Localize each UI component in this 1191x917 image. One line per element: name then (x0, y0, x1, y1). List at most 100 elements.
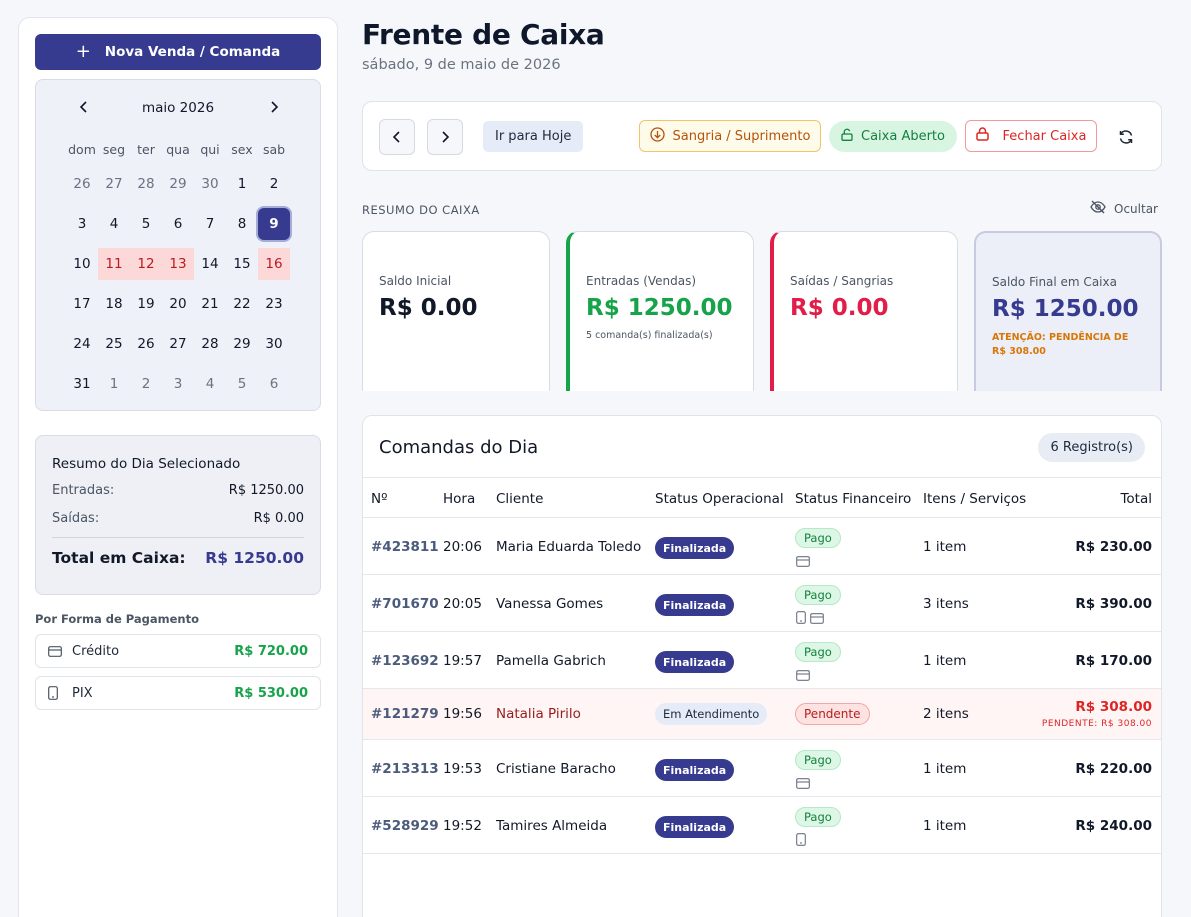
table-row[interactable]: #528929 19:52 Tamires Almeida Finalizada Pag… (363, 797, 1161, 854)
calendar-day[interactable]: 14 (201, 256, 219, 272)
calendar-day[interactable]: 31 (73, 376, 91, 392)
calendar-day[interactable]: 12 (130, 248, 162, 280)
order-time: 20:06 (443, 539, 482, 555)
calendar-day[interactable]: 1 (237, 176, 247, 192)
card-subtitle: 5 comanda(s) finalizada(s) (586, 330, 713, 341)
hide-summary-button[interactable]: Ocultar (1090, 200, 1158, 217)
column-header: Itens / Serviços (923, 491, 1027, 507)
calendar-day[interactable]: 24 (73, 336, 91, 352)
calendar-day[interactable]: 4 (205, 376, 215, 392)
order-number[interactable]: #423811 (371, 539, 439, 555)
card-entries: Entradas (Vendas) R$ 1250.00 5 comanda(s… (566, 231, 754, 391)
calendar-day[interactable]: 22 (233, 296, 251, 312)
calendar-day[interactable]: 10 (73, 256, 91, 272)
table-row[interactable]: #701670 20:05 Vanessa Gomes Finalizada Pago 3… (363, 575, 1161, 632)
page-date: sábado, 9 de maio de 2026 (362, 57, 561, 73)
next-day-button[interactable] (427, 119, 463, 155)
calendar-day-selected[interactable]: 9 (258, 208, 290, 240)
calendar-day[interactable]: 6 (173, 216, 183, 232)
sidebar: + Nova Venda / Comanda maio 2026 dom seg t… (18, 17, 338, 917)
calendar-day[interactable]: 5 (141, 216, 151, 232)
calendar-header: maio 2026 (36, 99, 320, 119)
order-number[interactable]: #213313 (371, 761, 439, 777)
go-to-today-button[interactable]: Ir para Hoje (483, 121, 584, 152)
calendar-day[interactable]: 3 (173, 376, 183, 392)
calendar-day[interactable]: 26 (73, 176, 91, 192)
refresh-button[interactable] (1115, 126, 1137, 148)
eye-off-icon (1090, 200, 1106, 217)
calendar-day[interactable]: 2 (141, 376, 151, 392)
column-header: Hora (443, 491, 476, 507)
order-client: Maria Eduarda Toledo (496, 539, 642, 555)
cash-summary-section-label: RESUMO DO CAIXA (362, 203, 480, 217)
new-sale-button[interactable]: + Nova Venda / Comanda (35, 34, 321, 70)
hide-label: Ocultar (1114, 201, 1158, 216)
table-row[interactable]: #423811 20:06 Maria Eduarda Toledo Finaliza… (363, 518, 1161, 575)
calendar-weekday: qua (166, 142, 190, 157)
table-row[interactable]: #213313 19:53 Cristiane Baracho Finalizada P… (363, 740, 1161, 797)
prev-day-button[interactable] (379, 119, 415, 155)
order-client: Vanessa Gomes (496, 596, 604, 612)
calendar-day[interactable]: 26 (137, 336, 155, 352)
card-value: R$ 1250.00 (586, 295, 733, 321)
sangria-suprimento-button[interactable]: Sangria / Suprimento (639, 120, 821, 152)
order-total: R$ 240.00 (1075, 818, 1152, 834)
order-total: R$ 170.00 (1075, 653, 1152, 669)
order-number[interactable]: #123692 (371, 653, 439, 669)
order-number[interactable]: #701670 (371, 596, 439, 612)
card-exits: Saídas / Sangrias R$ 0.00 (770, 231, 958, 391)
calendar-day[interactable]: 8 (237, 216, 247, 232)
calendar-day[interactable]: 4 (109, 216, 119, 232)
chevron-right-icon (271, 101, 279, 113)
calendar-day[interactable]: 30 (201, 176, 219, 192)
order-total: R$ 308.00 (1075, 699, 1152, 715)
calendar-day[interactable]: 3 (77, 216, 87, 232)
calendar-day[interactable]: 1 (109, 376, 119, 392)
calendar-day[interactable]: 28 (137, 176, 155, 192)
card-label: Saídas / Sangrias (790, 274, 894, 288)
order-items: 1 item (923, 539, 967, 555)
calendar-day[interactable]: 29 (233, 336, 251, 352)
table-row[interactable]: #123692 19:57 Pamella Gabrich Finalizada Pag… (363, 632, 1161, 689)
calendar-day[interactable]: 5 (237, 376, 247, 392)
column-header: Total (1120, 491, 1152, 507)
order-time: 19:57 (443, 653, 482, 669)
calendar-day[interactable]: 29 (169, 176, 187, 192)
close-cashier-button[interactable]: Fechar Caixa (965, 120, 1097, 152)
calendar-day[interactable]: 16 (258, 248, 290, 280)
order-number[interactable]: #121279 (371, 706, 439, 722)
toolbar: Ir para Hoje Sangria / Suprimento Caixa … (362, 101, 1162, 171)
calendar-day[interactable]: 13 (162, 248, 194, 280)
calendar-day[interactable]: 11 (98, 248, 130, 280)
calendar-day[interactable]: 21 (201, 296, 219, 312)
order-number[interactable]: #528929 (371, 818, 439, 834)
divider (52, 537, 304, 538)
table-row[interactable]: #121279 19:56 Natalia Pirilo Em Atendimento… (363, 689, 1161, 740)
calendar-day[interactable]: 2 (269, 176, 279, 192)
day-summary-entries-row: Entradas: R$ 1250.00 (52, 483, 304, 498)
order-total: R$ 230.00 (1075, 539, 1152, 555)
calendar-day[interactable]: 25 (105, 336, 123, 352)
calendar-day[interactable]: 17 (73, 296, 91, 312)
close-cashier-label: Fechar Caixa (1002, 128, 1087, 144)
order-time: 19:53 (443, 761, 482, 777)
payment-method-credit: Crédito R$ 720.00 (35, 634, 321, 668)
calendar: maio 2026 dom seg ter qua qui sex sab 26 27 28 29… (35, 79, 321, 411)
calendar-day[interactable]: 30 (265, 336, 283, 352)
calendar-next-month-button[interactable] (264, 99, 284, 117)
exits-value: R$ 0.00 (253, 511, 304, 526)
calendar-day[interactable]: 15 (233, 256, 251, 272)
calendar-day[interactable]: 20 (169, 296, 187, 312)
calendar-day[interactable]: 19 (137, 296, 155, 312)
calendar-day[interactable]: 27 (169, 336, 187, 352)
calendar-day[interactable]: 23 (265, 296, 283, 312)
sangria-label: Sangria / Suprimento (672, 128, 811, 144)
chevron-right-icon (442, 131, 450, 143)
calendar-day[interactable]: 18 (105, 296, 123, 312)
calendar-day[interactable]: 28 (201, 336, 219, 352)
chevron-left-icon (79, 101, 87, 113)
calendar-day[interactable]: 7 (205, 216, 215, 232)
calendar-day[interactable]: 27 (105, 176, 123, 192)
calendar-day[interactable]: 6 (269, 376, 279, 392)
calendar-prev-month-button[interactable] (74, 99, 94, 117)
